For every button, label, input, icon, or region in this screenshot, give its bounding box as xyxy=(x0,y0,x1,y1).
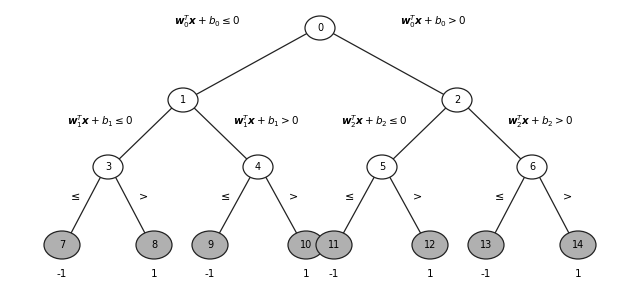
Text: 5: 5 xyxy=(379,162,385,172)
Ellipse shape xyxy=(367,155,397,179)
Ellipse shape xyxy=(192,231,228,259)
Text: $\leq$: $\leq$ xyxy=(492,191,504,203)
Text: $\leq$: $\leq$ xyxy=(68,191,80,203)
Text: -1: -1 xyxy=(57,269,67,279)
Text: $\boldsymbol{w}_2^T\boldsymbol{x}+b_2\leq 0$: $\boldsymbol{w}_2^T\boldsymbol{x}+b_2\le… xyxy=(341,114,407,130)
Ellipse shape xyxy=(288,231,324,259)
Ellipse shape xyxy=(560,231,596,259)
Text: 3: 3 xyxy=(105,162,111,172)
Ellipse shape xyxy=(305,16,335,40)
Text: $\leq$: $\leq$ xyxy=(342,191,354,203)
Text: $\boldsymbol{w}_0^T\boldsymbol{x}+b_0\leq 0$: $\boldsymbol{w}_0^T\boldsymbol{x}+b_0\le… xyxy=(174,14,240,30)
Text: $>$: $>$ xyxy=(560,192,572,202)
Text: $\leq$: $\leq$ xyxy=(218,191,230,203)
Ellipse shape xyxy=(442,88,472,112)
Text: -1: -1 xyxy=(329,269,339,279)
Text: 7: 7 xyxy=(59,240,65,250)
Text: $\boldsymbol{w}_1^T\boldsymbol{x}+b_1\leq 0$: $\boldsymbol{w}_1^T\boldsymbol{x}+b_1\le… xyxy=(67,114,133,130)
Ellipse shape xyxy=(168,88,198,112)
Text: -1: -1 xyxy=(481,269,491,279)
Text: 11: 11 xyxy=(328,240,340,250)
Text: 2: 2 xyxy=(454,95,460,105)
Text: 1: 1 xyxy=(575,269,581,279)
Text: 1: 1 xyxy=(150,269,157,279)
Text: 9: 9 xyxy=(207,240,213,250)
Text: 1: 1 xyxy=(303,269,309,279)
Ellipse shape xyxy=(468,231,504,259)
Ellipse shape xyxy=(517,155,547,179)
Text: 14: 14 xyxy=(572,240,584,250)
Text: $>$: $>$ xyxy=(410,192,422,202)
Text: 12: 12 xyxy=(424,240,436,250)
Text: $>$: $>$ xyxy=(286,192,298,202)
Text: $\boldsymbol{w}_0^T\boldsymbol{x}+b_0>0$: $\boldsymbol{w}_0^T\boldsymbol{x}+b_0>0$ xyxy=(400,14,466,30)
Text: 10: 10 xyxy=(300,240,312,250)
Text: -1: -1 xyxy=(205,269,215,279)
Text: 13: 13 xyxy=(480,240,492,250)
Text: $\boldsymbol{w}_2^T\boldsymbol{x}+b_2>0$: $\boldsymbol{w}_2^T\boldsymbol{x}+b_2>0$ xyxy=(507,114,573,130)
Ellipse shape xyxy=(412,231,448,259)
Text: 0: 0 xyxy=(317,23,323,33)
Ellipse shape xyxy=(136,231,172,259)
Text: 8: 8 xyxy=(151,240,157,250)
Ellipse shape xyxy=(243,155,273,179)
Text: 4: 4 xyxy=(255,162,261,172)
Text: 1: 1 xyxy=(180,95,186,105)
Text: $>$: $>$ xyxy=(136,192,148,202)
Ellipse shape xyxy=(44,231,80,259)
Ellipse shape xyxy=(93,155,123,179)
Text: 1: 1 xyxy=(427,269,433,279)
Text: 6: 6 xyxy=(529,162,535,172)
Text: $\boldsymbol{w}_1^T\boldsymbol{x}+b_1>0$: $\boldsymbol{w}_1^T\boldsymbol{x}+b_1>0$ xyxy=(233,114,299,130)
Ellipse shape xyxy=(316,231,352,259)
